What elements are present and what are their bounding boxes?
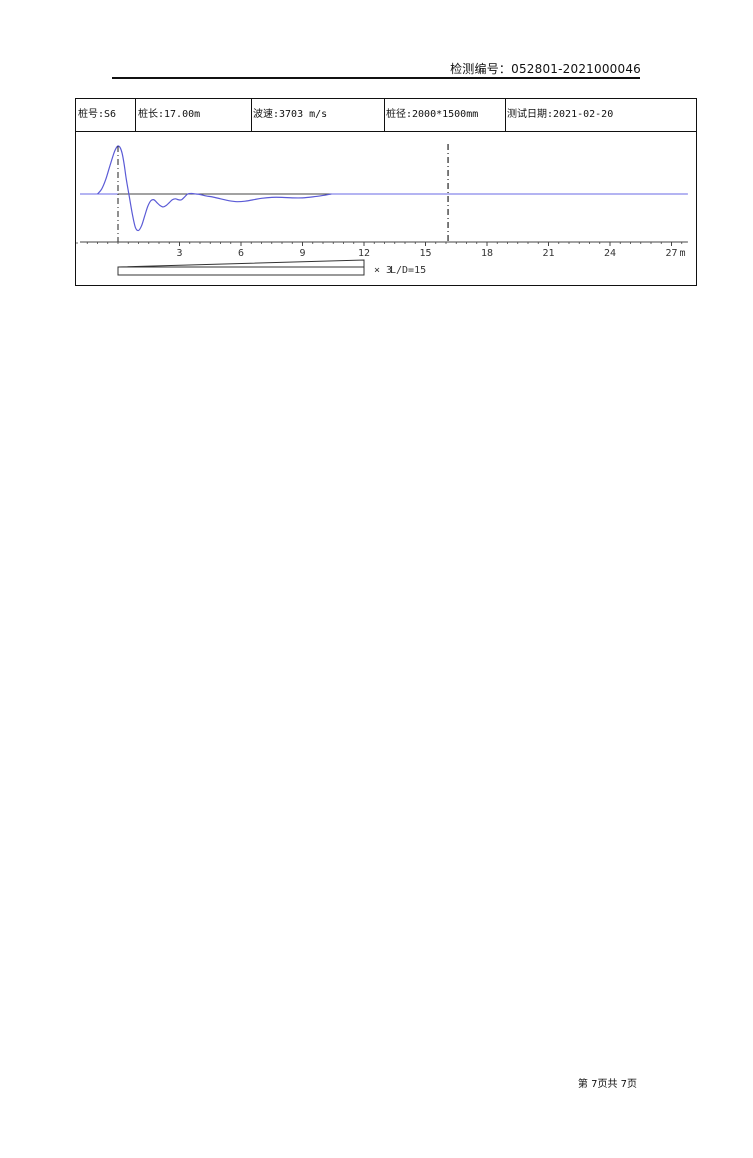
info-row: 桩号:S6 桩长:17.00m 波速:3703 m/s 桩径:2000*1500… (76, 99, 696, 132)
pile-length: 桩长:17.00m (138, 109, 201, 120)
x-tick-label: 18 (481, 248, 493, 259)
x-tick-label: 3 (176, 248, 182, 259)
x-axis-ticks (179, 242, 672, 246)
length-diameter-ratio: L/D=15 (390, 265, 426, 276)
reflected-wave-chart: 3 6 9 12 15 18 21 24 27 m × 3 L/D=15 (76, 144, 688, 276)
report-number: 检测编号：052801-2021000046 (450, 62, 641, 76)
x-tick-label: 27 (665, 248, 677, 259)
amplification-bar (117, 266, 365, 276)
x-tick-label: 6 (238, 248, 244, 259)
page-info: 第 7页共 7页 (577, 1079, 637, 1090)
x-axis-unit: m (680, 248, 686, 259)
wave-speed: 波速:3703 m/s (253, 109, 328, 120)
pile-test-panel: 桩号:S6 桩长:17.00m 波速:3703 m/s 桩径:2000*1500… (75, 98, 697, 286)
x-tick-label: 12 (358, 248, 370, 259)
info-divider (251, 99, 252, 131)
amplification-factor: × 3 (374, 265, 392, 276)
info-divider (505, 99, 506, 131)
signal-curve (97, 145, 332, 232)
header-rule (112, 77, 640, 79)
info-divider (135, 99, 136, 131)
pile-number: 桩号:S6 (78, 109, 117, 120)
test-date: 测试日期:2021-02-20 (507, 109, 614, 120)
x-tick-label: 15 (419, 248, 431, 259)
x-tick-label: 21 (542, 248, 554, 259)
info-divider (384, 99, 385, 131)
pile-diameter: 桩径:2000*1500mm (386, 109, 479, 120)
x-tick-label: 24 (604, 248, 616, 259)
x-tick-label: 9 (299, 248, 305, 259)
amplification-wedge (117, 259, 365, 268)
